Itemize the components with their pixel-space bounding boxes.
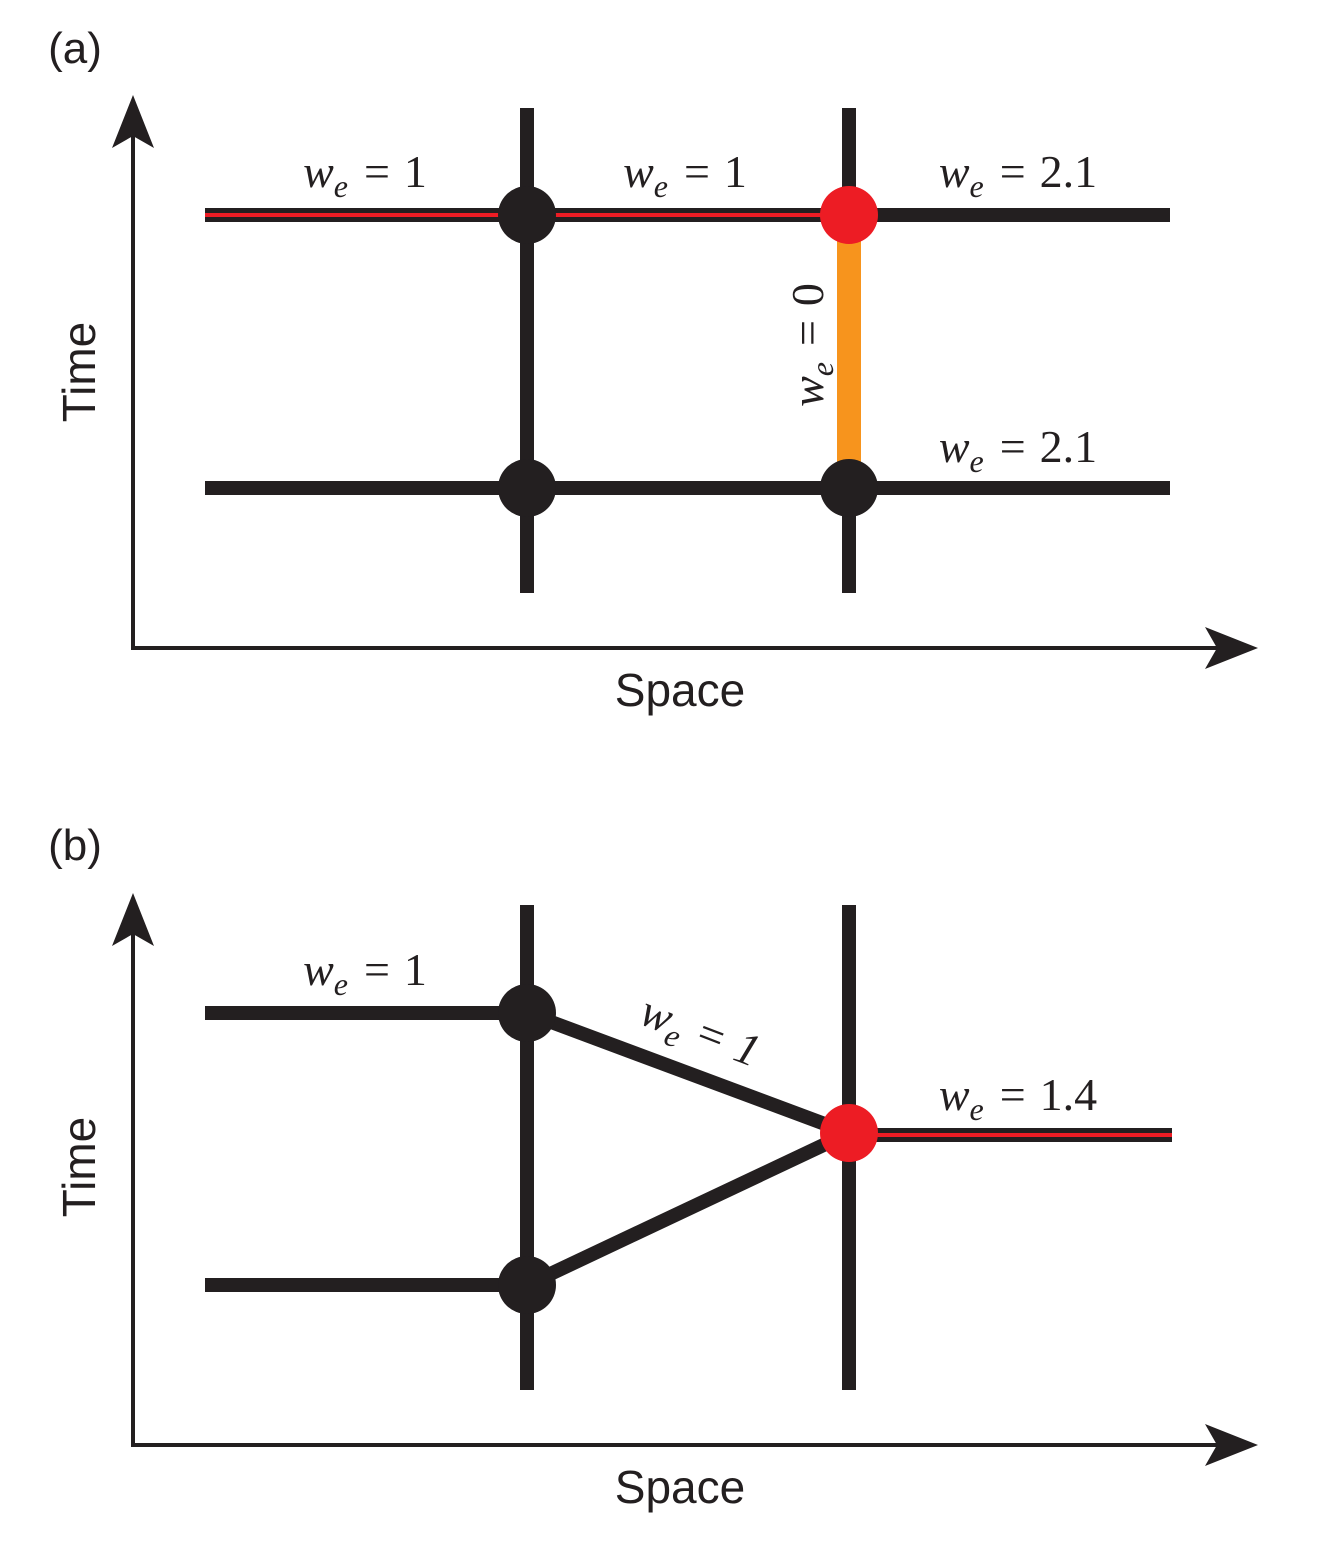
edge — [524, 1006, 852, 1140]
x-axis-label: Space — [615, 1461, 745, 1513]
x-axis-arrow — [1205, 627, 1258, 669]
panel-label: (b) — [48, 821, 102, 870]
edge-weight-label: we = 2.1 — [939, 146, 1097, 204]
weight-relation: = — [364, 944, 390, 995]
weight-subscript: e — [970, 168, 984, 204]
weight-value: 1.4 — [1040, 1069, 1098, 1120]
weight-relation: = — [1000, 146, 1026, 197]
weight-value: 1 — [728, 1021, 768, 1077]
weight-subscript: e — [970, 443, 984, 479]
edge-weight-label: we = 2.1 — [939, 421, 1097, 479]
node — [498, 459, 556, 517]
x-axis-arrow — [1205, 1424, 1258, 1466]
edge — [524, 1126, 852, 1292]
x-axis-label: Space — [615, 664, 745, 716]
node — [820, 459, 878, 517]
edge-weight-label: we = 1 — [303, 944, 427, 1002]
edge-weight-label: we = 0 — [782, 283, 840, 407]
panel-a: (a) Time Space — [48, 24, 1258, 716]
weight-value: 0 — [782, 283, 833, 306]
edge-weight-label: we=1 — [631, 985, 767, 1084]
node — [498, 186, 556, 244]
weight-symbol: w — [939, 146, 970, 197]
weight-subscript: e — [970, 1091, 984, 1127]
weight-symbol: w — [939, 1069, 970, 1120]
highlighted-node — [820, 1104, 878, 1162]
weight-symbol: w — [303, 146, 334, 197]
weight-relation: = — [1000, 1069, 1026, 1120]
y-axis-arrow — [112, 893, 154, 946]
edge-weight-label: we = 1 — [623, 146, 747, 204]
edge-weight-label: we = 1 — [303, 146, 427, 204]
weight-subscript: e — [654, 168, 668, 204]
node — [498, 984, 556, 1042]
weight-value: 1 — [404, 944, 427, 995]
weight-relation: = — [364, 146, 390, 197]
panel-label: (a) — [48, 24, 102, 73]
weight-value: 1 — [404, 146, 427, 197]
weight-relation: = — [690, 1006, 733, 1063]
y-axis-arrow — [112, 95, 154, 148]
weight-value: 2.1 — [1040, 421, 1098, 472]
weight-value: 2.1 — [1040, 146, 1098, 197]
weight-symbol: w — [782, 376, 833, 407]
y-axis-label: Time — [53, 1117, 105, 1218]
panel-b: (b) Time Space — [48, 821, 1258, 1513]
node — [498, 1256, 556, 1314]
weight-subscript: e — [334, 168, 348, 204]
weight-subscript: e — [334, 966, 348, 1002]
weight-subscript: e — [804, 362, 840, 376]
weight-symbol: w — [939, 421, 970, 472]
weight-symbol: w — [303, 944, 334, 995]
highlighted-node — [820, 186, 878, 244]
weight-relation: = — [1000, 421, 1026, 472]
weight-value: 1 — [724, 146, 747, 197]
y-axis-label: Time — [53, 322, 105, 423]
weight-symbol: w — [623, 146, 654, 197]
weight-relation: = — [782, 320, 833, 346]
weight-relation: = — [684, 146, 710, 197]
edge-weight-label: we = 1.4 — [939, 1069, 1097, 1127]
